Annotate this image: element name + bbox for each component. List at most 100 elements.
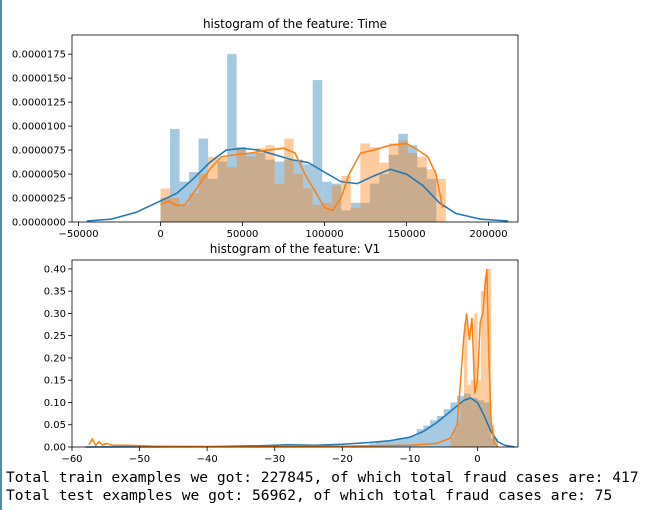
hist-bar: [189, 193, 199, 222]
x-tick-label: −10: [399, 454, 420, 465]
y-tick-label: 0.0000075: [12, 146, 66, 157]
x-tick-label: −30: [264, 454, 285, 465]
hist-bar: [470, 380, 475, 447]
hist-bar: [312, 204, 323, 222]
hist-bar: [443, 409, 451, 447]
y-tick-label: 0.40: [44, 264, 66, 275]
y-tick-label: 0.15: [44, 376, 66, 387]
chart-title: histogram of the feature: Time: [203, 17, 387, 31]
hist-bar: [470, 398, 478, 447]
hist-bar: [236, 148, 247, 222]
hist-bar: [284, 159, 294, 222]
hist-bar: [246, 152, 256, 222]
y-tick-label: 0.0000125: [12, 98, 66, 109]
hist-bar: [436, 415, 444, 447]
hist-bar: [341, 210, 351, 222]
plot-frame: [71, 34, 519, 223]
hist-bar: [208, 156, 218, 222]
hist-bar: [457, 420, 461, 447]
x-tick-label: 150000: [387, 229, 425, 240]
hist-bar: [477, 400, 485, 447]
hist-bar: [179, 204, 190, 222]
hist-bar: [376, 441, 383, 447]
hist-bar: [463, 393, 471, 447]
left-border: [0, 0, 2, 510]
y-tick-label: 0.0000100: [12, 122, 66, 133]
x-tick-label: −50: [129, 454, 150, 465]
hist-bar: [236, 147, 247, 222]
hist-bar: [388, 143, 399, 222]
hist-bar: [416, 429, 424, 447]
x-tick-label: −60: [61, 454, 82, 465]
hist-bar: [265, 145, 275, 222]
y-tick-label: 0.10: [44, 398, 66, 409]
hist-bar: [217, 161, 228, 222]
hist-bar: [350, 202, 361, 222]
hist-bar: [198, 138, 209, 222]
hist-bar: [255, 148, 266, 222]
y-tick-label: 0.0000000: [12, 218, 66, 229]
hist-bar: [484, 277, 488, 447]
hist-bar: [360, 202, 370, 222]
hist-bar: [417, 167, 427, 222]
hist-bar: [467, 384, 471, 447]
hist-bar: [198, 174, 209, 222]
y-tick-label: 0.00: [44, 443, 66, 454]
hist-bar: [322, 181, 332, 222]
kde-line: [88, 268, 499, 448]
hist-bar: [407, 145, 418, 222]
x-tick-label: 100000: [305, 229, 343, 240]
hist-bar: [350, 207, 361, 222]
hist-bar: [474, 313, 478, 447]
hist-bar: [246, 156, 256, 222]
chart-1: −50000 0 50000 100000 150000 200000 0.0000000 0…: [12, 17, 519, 240]
kde-line: [86, 147, 509, 222]
y-tick-label: 0.0000050: [12, 170, 66, 181]
hist-bar: [160, 188, 171, 222]
hist-bar: [303, 188, 313, 222]
hist-bar: [341, 175, 351, 222]
figure: −50000 0 50000 100000 150000 200000 0.0000000 0…: [12, 17, 519, 465]
hist-bar: [450, 438, 454, 447]
hist-bar: [322, 202, 332, 222]
y-tick-label: 0.25: [44, 331, 66, 342]
hist-bar: [389, 440, 397, 447]
hist-bar: [265, 159, 275, 222]
hist-bar: [398, 140, 408, 222]
hist-bar: [331, 183, 342, 222]
hist-bar: [293, 174, 304, 222]
x-tick-label: −50000: [58, 229, 98, 240]
chart-2: −60 −50 −40 −30 −20 −10 0 0.00 0.05 0.10 0.15 0.20 0…: [44, 242, 519, 465]
hist-bar: [170, 128, 180, 222]
x-tick-label: −40: [197, 454, 218, 465]
hist-bar: [409, 435, 417, 447]
y-tick-label: 0.30: [44, 309, 66, 320]
hist-bar: [450, 402, 458, 447]
kde-line: [85, 397, 515, 448]
kde-line: [160, 142, 444, 212]
hist-bar: [255, 152, 266, 222]
hist-bar: [189, 172, 199, 222]
x-tick-label: 0: [474, 454, 480, 465]
hist-bar: [160, 198, 171, 222]
hist-bar: [293, 159, 304, 222]
hist-bar: [417, 156, 427, 222]
plot-frame: [71, 259, 519, 448]
hist-bar: [208, 178, 218, 222]
hist-bar: [274, 161, 285, 222]
hist-bar: [396, 438, 404, 447]
hist-bar: [369, 183, 380, 222]
x-tick-label: −20: [332, 454, 353, 465]
x-tick-label: 200000: [469, 229, 507, 240]
chart-title: histogram of the feature: V1: [210, 242, 381, 256]
hist-bar: [369, 147, 380, 222]
hist-bar: [477, 380, 481, 447]
hist-bar: [382, 440, 390, 447]
hist-bar: [430, 420, 437, 447]
hist-bar: [379, 162, 389, 222]
hist-bar: [379, 174, 389, 222]
y-tick-label: 0.0000025: [12, 194, 66, 205]
y-tick-label: 0.35: [44, 287, 66, 298]
hist-bar: [460, 402, 464, 447]
y-tick-label: 0.0000175: [12, 50, 66, 61]
